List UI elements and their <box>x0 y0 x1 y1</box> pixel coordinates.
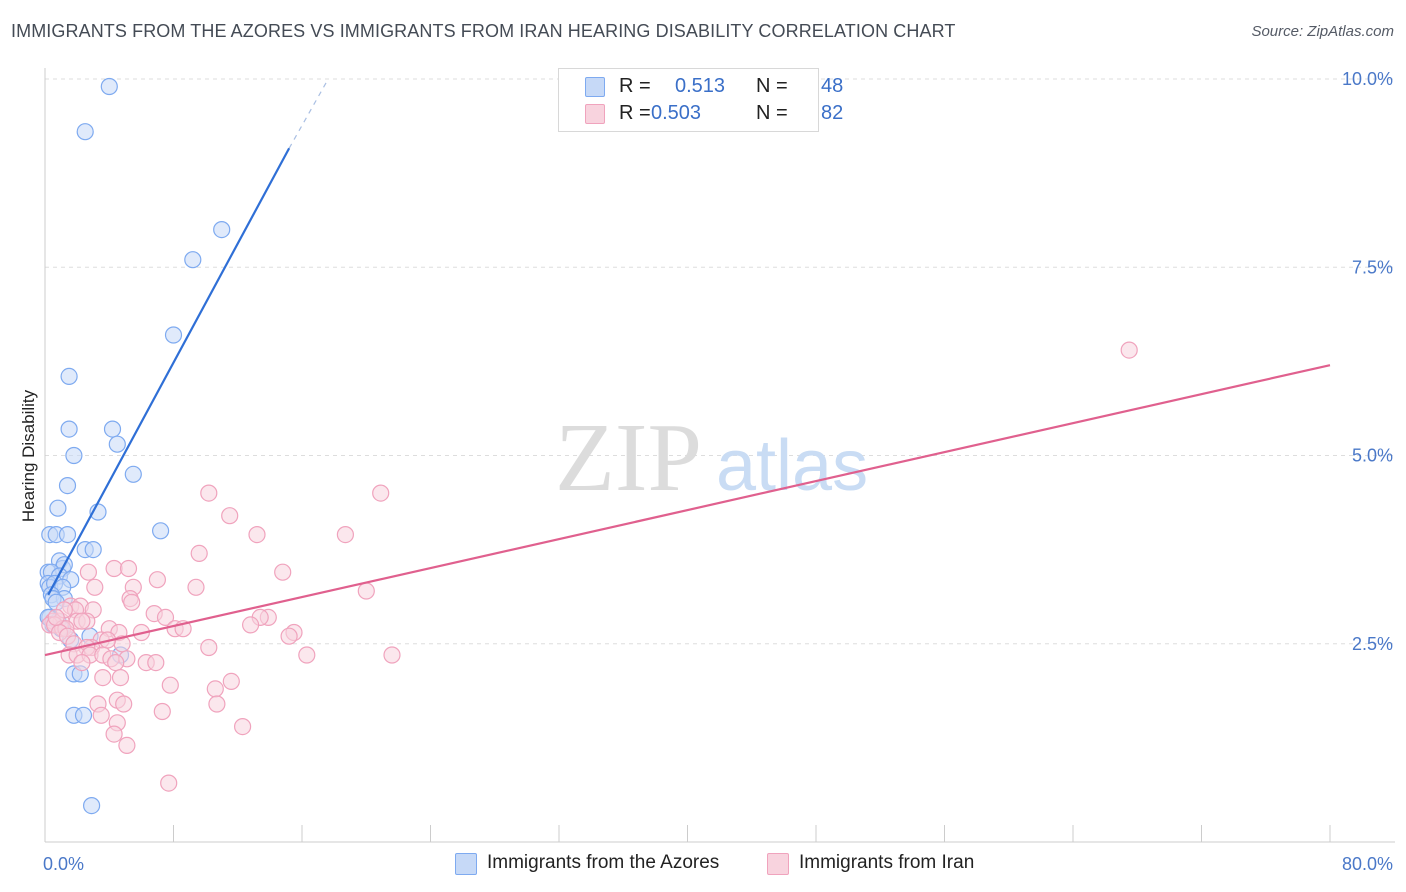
iran-point <box>105 725 123 743</box>
iran-point <box>105 559 123 578</box>
legend-r-label: R = <box>619 102 651 124</box>
iran-point <box>86 578 104 596</box>
trend-lines <box>44 82 1331 657</box>
azores-point <box>213 221 231 239</box>
iran-point <box>221 507 239 525</box>
y-tick-label: 10.0% <box>1342 69 1393 89</box>
y-tick-label: 7.5% <box>1352 257 1393 277</box>
series-iran-points <box>41 341 1138 792</box>
iran-point <box>222 672 240 691</box>
azores-point <box>164 326 183 344</box>
azores-point <box>65 446 83 465</box>
azores-point <box>58 477 77 495</box>
iran-point <box>107 653 125 672</box>
azores-point <box>49 499 67 517</box>
iran-point <box>208 695 226 713</box>
azores-point <box>152 522 170 540</box>
legend-n-label: N = <box>756 75 788 97</box>
iran-point <box>115 695 133 713</box>
x-tick-label-max: 80.0% <box>1342 854 1393 874</box>
bottom-legend-label: Immigrants from Iran <box>799 852 975 873</box>
iran-point <box>119 559 138 578</box>
azores-trend-extension <box>288 82 327 149</box>
azores-point <box>100 77 118 96</box>
legend-r-label: R = <box>619 75 651 97</box>
y-axis-title: Hearing Disability <box>19 389 38 522</box>
iran-point <box>280 627 298 645</box>
y-tick-label: 2.5% <box>1352 634 1393 654</box>
iran-point <box>206 680 224 698</box>
iran-point <box>160 774 178 792</box>
iran-point <box>73 612 91 630</box>
axes <box>44 68 1395 843</box>
iran-point <box>200 484 218 502</box>
tick-labels: 2.5% 5.0% 7.5% 10.0% 0.0% 80.0% <box>43 69 1393 874</box>
iran-point <box>187 578 205 596</box>
y-tick-label: 5.0% <box>1352 446 1393 466</box>
iran-point <box>148 571 166 589</box>
iran-point <box>79 563 98 581</box>
iran-point <box>336 525 354 544</box>
iran-point <box>234 717 252 736</box>
azores-point <box>76 123 94 141</box>
azores-swatch-icon <box>455 853 477 875</box>
azores-point <box>60 420 78 438</box>
legend-r-value: 0.513 <box>675 75 726 97</box>
iran-point <box>73 653 91 672</box>
iran-point <box>123 593 141 611</box>
iran-point <box>153 702 171 721</box>
x-tick-label-min: 0.0% <box>43 854 84 874</box>
grid-lines <box>45 78 1395 645</box>
iran-point <box>156 608 175 627</box>
azores-point <box>60 367 78 385</box>
iran-point <box>92 706 110 724</box>
iran-point <box>118 736 136 755</box>
azores-point <box>74 706 93 724</box>
iran-point <box>47 608 65 627</box>
iran-swatch-icon <box>767 853 789 875</box>
legend-n-value: 82 <box>821 102 844 124</box>
watermark-zip: ZIP <box>555 404 702 512</box>
series-azores-points <box>39 77 231 815</box>
azores-point <box>84 540 102 559</box>
watermark: ZIP atlas <box>555 404 868 512</box>
iran-point <box>357 582 375 600</box>
bottom-legend-label: Immigrants from the Azores <box>487 852 720 873</box>
iran-point <box>111 668 130 687</box>
iran-point <box>274 563 292 581</box>
iran-point <box>1120 341 1138 359</box>
iran-point <box>200 638 218 657</box>
iran-point <box>383 646 401 664</box>
azores-point <box>108 435 126 453</box>
azores-swatch-icon <box>585 77 605 97</box>
azores-point <box>184 251 202 269</box>
legend-r-value: 0.503 <box>651 102 702 124</box>
legend-n-value: 48 <box>821 75 844 97</box>
iran-point <box>248 525 266 544</box>
watermark-atlas: atlas <box>716 426 868 506</box>
chart-title: IMMIGRANTS FROM THE AZORES VS IMMIGRANTS… <box>11 21 956 41</box>
iran-point <box>242 616 260 634</box>
azores-point <box>82 796 101 815</box>
iran-point <box>161 676 179 694</box>
iran-point <box>147 653 165 672</box>
iran-point <box>94 668 112 687</box>
iran-point <box>190 544 208 563</box>
iran-swatch-icon <box>585 104 605 124</box>
legend-n-label: N = <box>756 102 788 124</box>
azores-point <box>58 525 77 544</box>
correlation-legend: R = 0.513 N = 48 R = 0.503 N = 82 <box>558 68 843 132</box>
azores-point <box>103 420 122 438</box>
azores-trend-line <box>47 147 291 596</box>
iran-trend-line <box>44 364 1331 657</box>
source-credit: Source: ZipAtlas.com <box>1251 23 1394 40</box>
iran-point <box>372 484 390 502</box>
iran-point <box>298 646 316 664</box>
azores-point <box>124 465 142 483</box>
